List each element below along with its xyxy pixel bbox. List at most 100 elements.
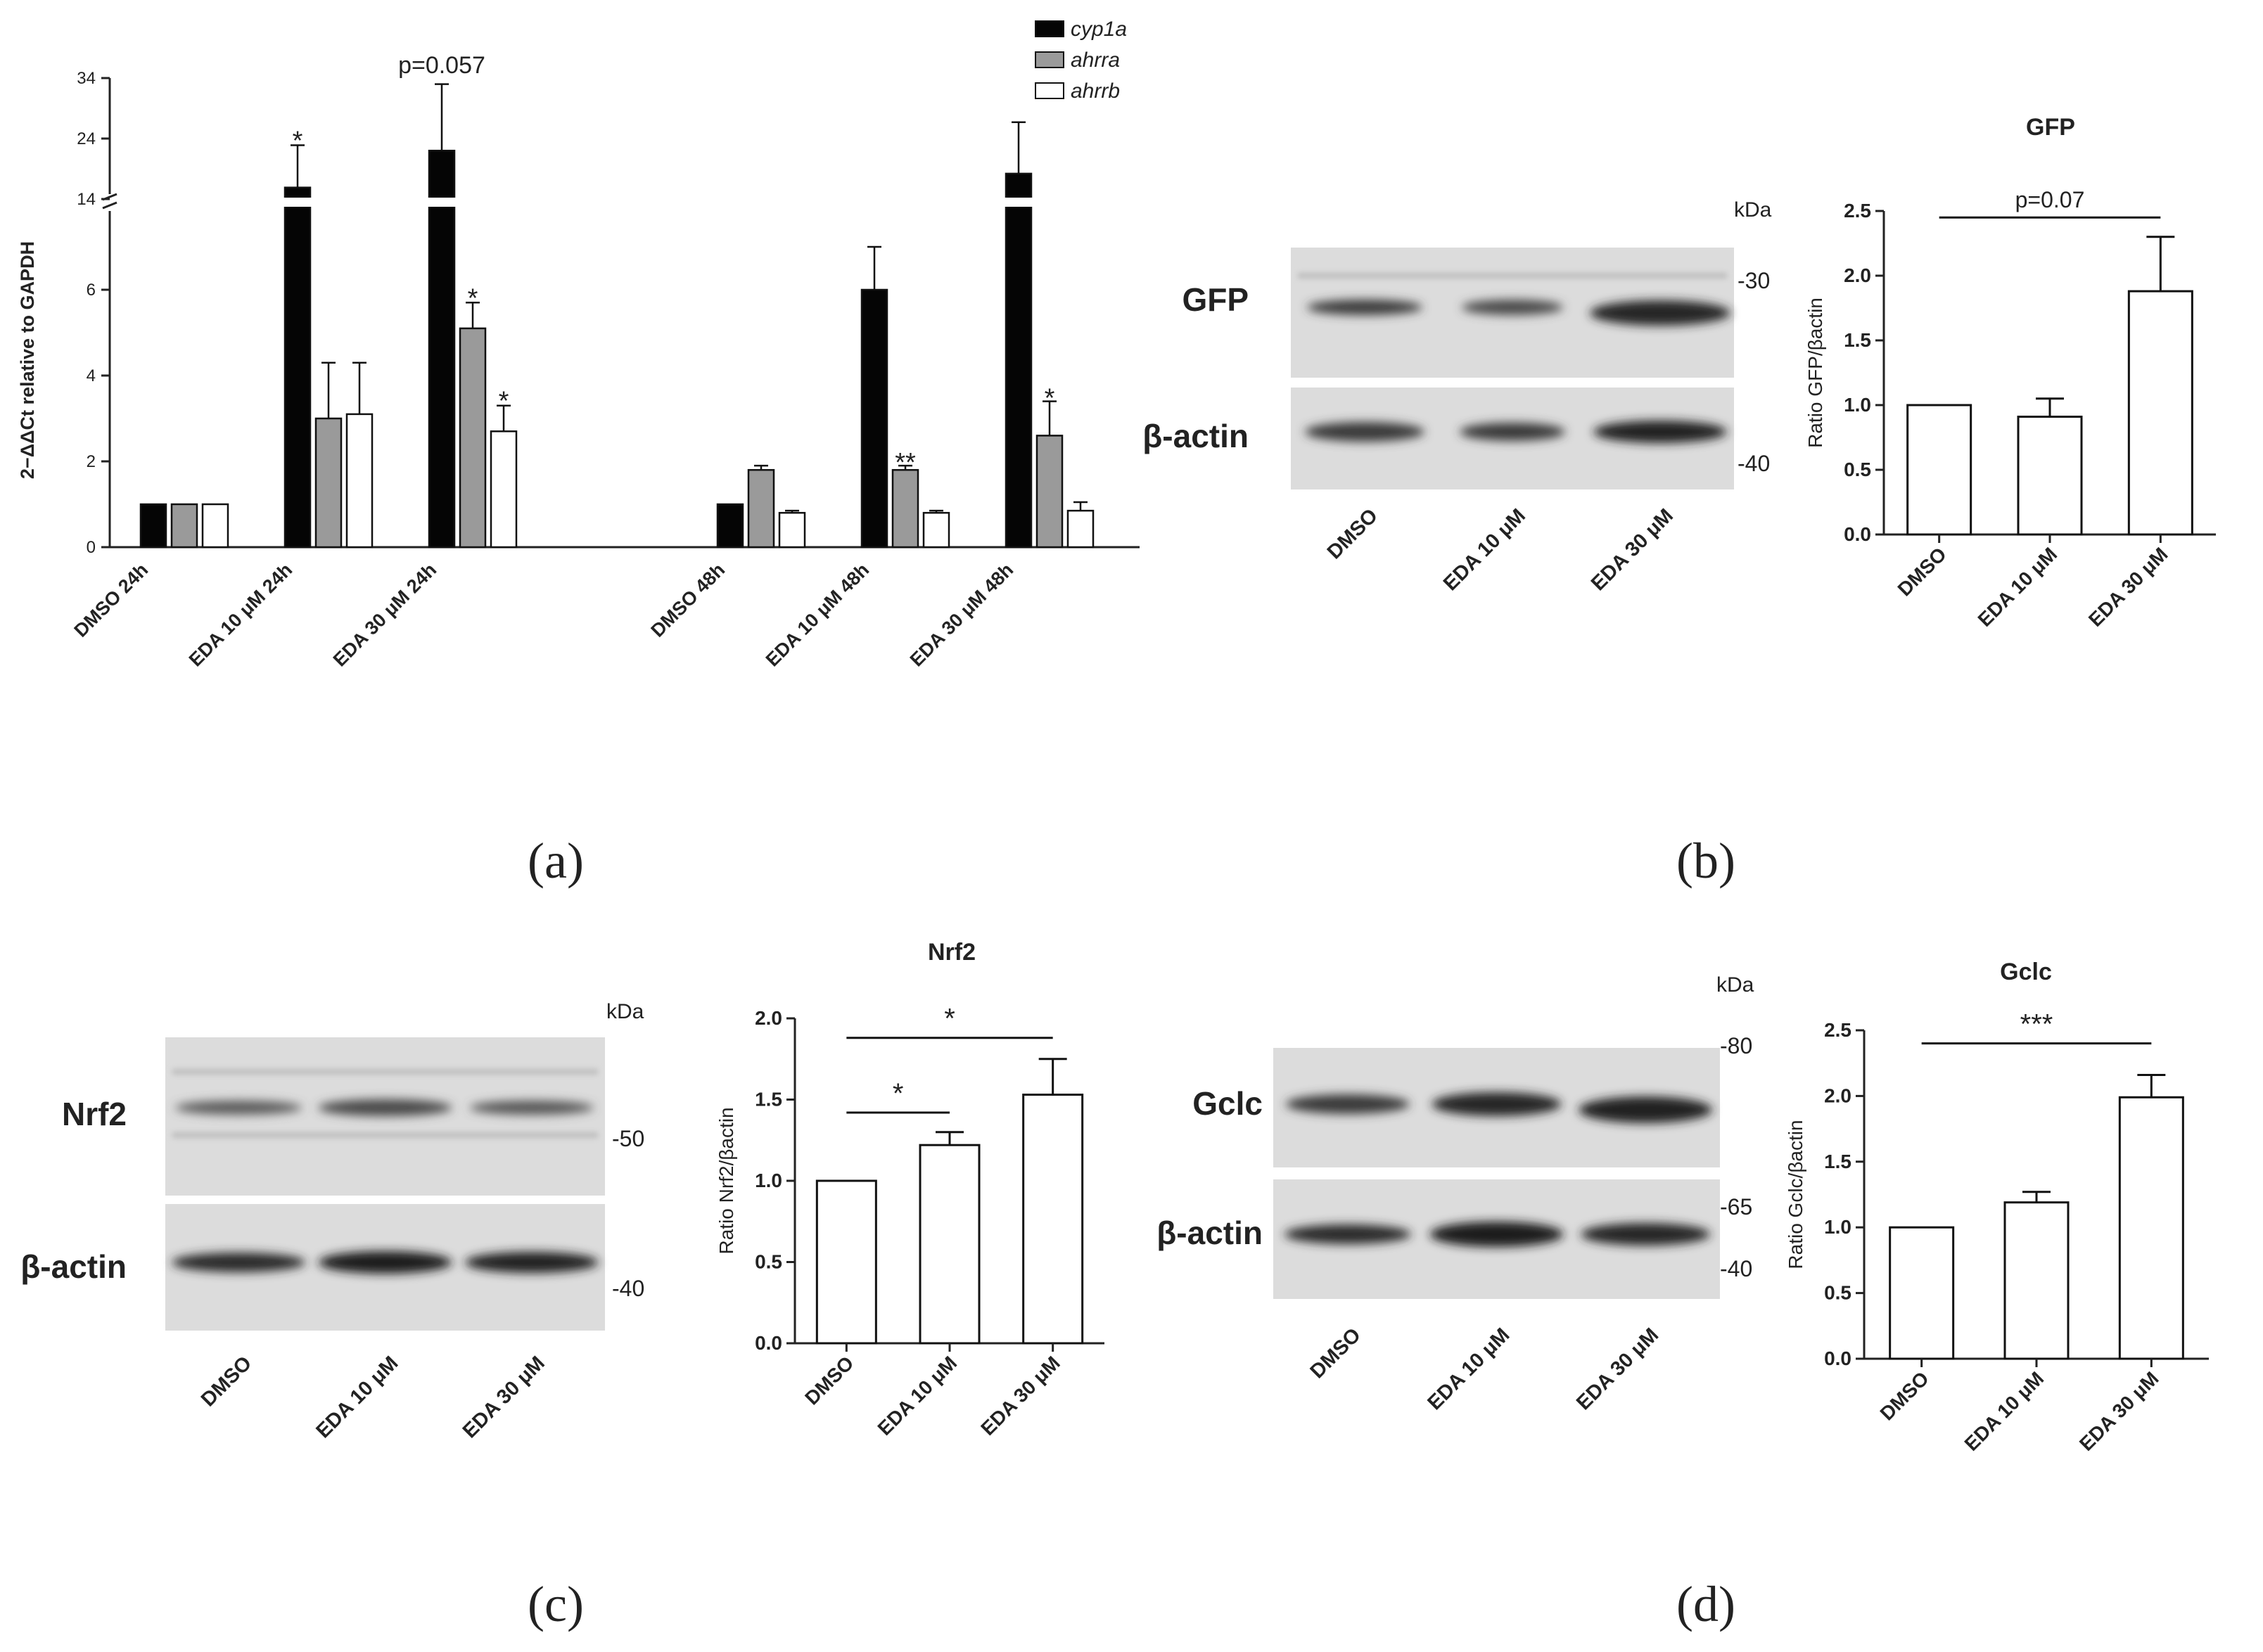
y-tick-label: 24 [77, 129, 96, 148]
bar-ahrra [170, 503, 198, 549]
chart-title: Gclc [2000, 959, 2052, 985]
protein-band [175, 1101, 302, 1115]
blot-row-label: β-actin [20, 1248, 127, 1285]
lane-label: EDA 30 μM [1587, 504, 1678, 595]
bar-cyp1a [860, 288, 888, 549]
protein-band [172, 1253, 306, 1272]
y-tick-label: 2.0 [1844, 264, 1871, 286]
significance-star: * [499, 387, 509, 416]
panel-label-c: (c) [528, 1576, 584, 1632]
y-tick-label: 14 [77, 190, 96, 209]
blot-row-label: GFP [1182, 281, 1249, 318]
legend-swatch [1035, 51, 1064, 68]
y-tick-label: 0.0 [1824, 1347, 1851, 1369]
y-tick-label: 6 [87, 281, 96, 300]
bar [815, 1179, 877, 1345]
blot-row-label: Nrf2 [62, 1096, 127, 1132]
panel-d-chart: Gclc 0.0 0.5 1.0 1.5 2.0 2.5 Ratio Gclc/βactin D… [1785, 959, 2209, 1455]
bar [2118, 1096, 2184, 1360]
x-tick-label: EDA 10 μM 24h [185, 559, 296, 670]
y-tick-label: 2.0 [755, 1007, 782, 1029]
panel-b-chart: GFP 0.0 0.5 1.0 1.5 2.0 2.5 Ratio GFP/βactin DMS… [1804, 114, 2216, 631]
kda-title: kDa [1734, 198, 1772, 222]
y-tick-label: 1.5 [1824, 1151, 1851, 1172]
kda-marker: -80 [1720, 1033, 1752, 1058]
bar-ahrra [314, 417, 343, 549]
y-tick-label: 0.0 [1844, 523, 1871, 545]
y-tick-label: 4 [87, 366, 96, 385]
lane-label: EDA 30 μM [1572, 1324, 1663, 1414]
y-tick-label: 0.5 [755, 1251, 782, 1273]
lane-label: EDA 10 μM [312, 1352, 402, 1442]
significance-label: * [944, 1004, 955, 1035]
protein-band [1581, 1223, 1711, 1246]
protein-band [1462, 300, 1563, 315]
kda-marker: -50 [612, 1126, 644, 1151]
significance-star: * [293, 126, 303, 155]
lane-label: DMSO [197, 1352, 256, 1411]
significance-label: *** [2020, 1009, 2053, 1040]
x-tick-label: EDA 30 μM 24h [329, 559, 440, 670]
x-tick-label: DMSO [1876, 1367, 1933, 1424]
bar-ahrrb [922, 511, 950, 549]
y-tick-label: 2.5 [1824, 1019, 1851, 1041]
blot-row-label: Gclc [1192, 1085, 1263, 1122]
panel-a-ylabel: 2−ΔΔCt relative to GAPDH [17, 241, 38, 479]
blot-d: Gclc β-actin kDa -80 -65 -40 DMSO EDA 10 μM EDA … [1156, 973, 1754, 1414]
legend-label: ahrra [1071, 49, 1120, 72]
y-tick-label: 2.0 [1824, 1084, 1851, 1106]
protein-band [1593, 421, 1727, 443]
x-tick-label: EDA 10 μM [1974, 543, 2062, 631]
y-tick-label: 34 [77, 69, 96, 88]
blot-row-label: β-actin [1142, 418, 1249, 454]
faint-band [1298, 273, 1727, 278]
protein-band [1590, 300, 1730, 326]
protein-band [1305, 422, 1424, 442]
panel-c-chart: Nrf2 0.0 0.5 1.0 1.5 2.0 Ratio Nrf2/βactin DMSO… [715, 939, 1104, 1440]
chart-title: Nrf2 [928, 939, 976, 966]
significance-label: p=0.07 [2015, 187, 2085, 212]
bar-break-gap [428, 198, 456, 207]
y-tick-label: 0 [87, 538, 96, 557]
panel-label-b: (b) [1676, 833, 1735, 889]
bar-ahrrb [490, 430, 518, 549]
legend-label: ahrrb [1071, 79, 1120, 103]
kda-marker: -65 [1720, 1194, 1752, 1219]
legend-swatch [1035, 82, 1064, 99]
lane-label: DMSO [1306, 1324, 1365, 1383]
bar-cyp1a [139, 503, 167, 549]
significance-star: * [1045, 384, 1055, 414]
y-tick-label: 1.5 [1844, 329, 1871, 351]
significance-star: * [468, 283, 478, 313]
bar-ahrrb [345, 413, 374, 549]
protein-band [1284, 1224, 1411, 1244]
bar [2003, 1201, 2070, 1360]
panel-label-a: (a) [528, 833, 584, 889]
bar-ahrra [891, 468, 919, 549]
faint-band [172, 1132, 598, 1138]
x-tick-label: DMSO 48h [647, 559, 729, 641]
x-tick-label: DMSO [1894, 543, 1951, 600]
p-value-annotation: p=0.057 [398, 52, 485, 79]
bar-ahrra [459, 327, 487, 549]
protein-band [469, 1101, 594, 1115]
bar-ahrra [1035, 435, 1064, 549]
kda-marker: -40 [1720, 1256, 1752, 1281]
protein-band [1460, 423, 1565, 441]
lane-label: DMSO [1323, 504, 1382, 563]
chart-title: GFP [2026, 114, 2075, 141]
x-tick-label: DMSO 24h [70, 559, 153, 641]
bar [2127, 290, 2193, 536]
bar-ahrra [747, 468, 775, 549]
protein-band [464, 1252, 599, 1273]
protein-band [1432, 1092, 1562, 1116]
y-tick-label: 2.5 [1844, 200, 1871, 222]
blot-row-label: β-actin [1156, 1215, 1263, 1251]
bar-cyp1a [716, 503, 744, 549]
x-tick-label: EDA 30 μM 48h [906, 559, 1017, 670]
bar-ahrrb [778, 511, 806, 549]
x-tick-label: EDA 30 μM [2084, 543, 2172, 631]
protein-band [1429, 1222, 1564, 1247]
bar-cyp1a [283, 186, 312, 549]
y-axis-label: Ratio Gclc/βactin [1785, 1120, 1806, 1269]
